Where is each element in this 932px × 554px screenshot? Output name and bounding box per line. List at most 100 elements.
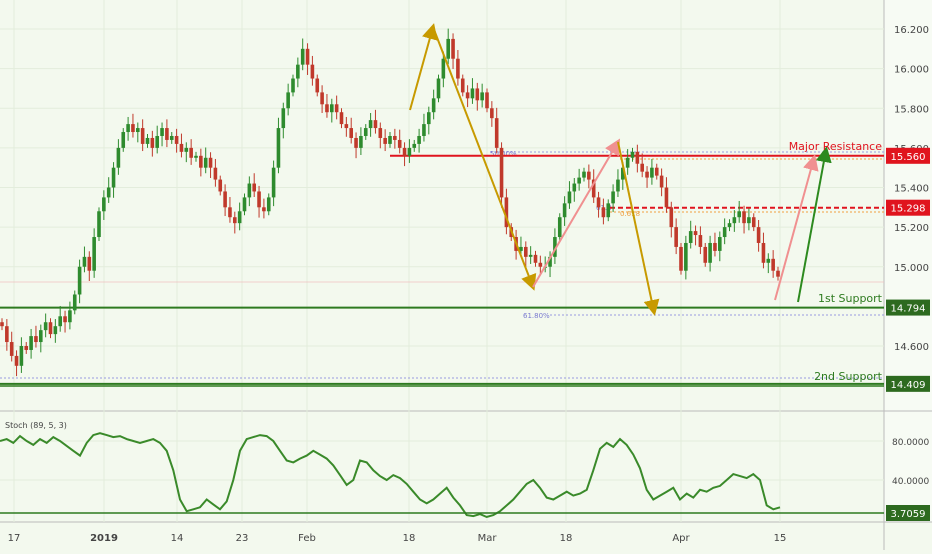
candle-body	[572, 183, 577, 192]
candle-body	[436, 78, 441, 99]
candle-body	[650, 167, 654, 178]
candle-body	[199, 155, 203, 168]
candle-body	[718, 237, 722, 251]
candle-body	[480, 92, 484, 101]
candle-body	[378, 128, 383, 138]
price-tick-label: 15.400	[894, 184, 929, 195]
stoch-axis-label: 3.7059	[891, 509, 926, 520]
candle-body	[402, 147, 407, 156]
candle-body	[310, 64, 315, 79]
candle-body	[116, 147, 121, 168]
level-name: Major Resistance	[789, 140, 883, 153]
candle-body	[218, 179, 223, 192]
candle-body	[737, 211, 741, 218]
candle-body	[732, 217, 737, 224]
trend-arrow	[532, 138, 621, 288]
price-tick-label: 15.800	[894, 104, 929, 115]
candle-body	[223, 191, 227, 208]
level-axis-badge	[886, 299, 930, 316]
candle-body	[305, 48, 310, 65]
candle-body	[388, 135, 392, 144]
candle-body	[359, 135, 363, 148]
price-tick-label: 15.200	[894, 223, 929, 234]
trend-arrow	[432, 26, 537, 291]
price-tick-label: 16.200	[894, 25, 929, 36]
trend-arrow	[409, 23, 438, 111]
candle-body	[325, 104, 329, 113]
candle-body	[397, 139, 402, 148]
candle-body	[504, 197, 509, 228]
trend-arrow	[617, 141, 660, 316]
level-axis-badge	[886, 199, 930, 216]
candle-body	[373, 120, 378, 129]
candle-body	[0, 322, 4, 327]
candle-body	[422, 124, 426, 136]
candle-body	[72, 294, 77, 311]
candle-body	[349, 128, 353, 138]
candle-body	[344, 124, 349, 129]
candle-body	[776, 270, 780, 277]
candle-body	[237, 211, 242, 224]
level-axis-badge	[886, 375, 930, 392]
candle-body	[53, 326, 58, 335]
trend-arrow	[774, 154, 819, 301]
candle-body	[456, 58, 460, 79]
candle-body	[766, 258, 771, 263]
stoch	[0, 432, 884, 519]
candle-body	[548, 256, 552, 267]
candle-body	[92, 237, 96, 271]
candle-body	[596, 197, 601, 208]
candle-body	[383, 137, 387, 144]
candle-body	[621, 167, 625, 180]
candle-body	[475, 88, 480, 101]
candle-body	[63, 316, 67, 323]
candle-body	[39, 330, 43, 343]
candle-body	[291, 78, 295, 93]
candle-body	[339, 112, 344, 125]
candle-body	[451, 38, 455, 59]
stoch-title: Stoch (89, 5, 3)	[5, 421, 67, 430]
candle-body	[751, 217, 756, 228]
level-axis-label: 15.298	[891, 204, 926, 215]
trend-arrow	[797, 146, 832, 303]
candle-body	[519, 246, 523, 251]
candle-body	[5, 326, 9, 343]
candle-body	[111, 167, 116, 188]
candle-body	[82, 256, 87, 267]
candle-body	[761, 242, 766, 263]
candle-body	[645, 171, 649, 178]
candle-body	[664, 187, 669, 208]
candle-body	[722, 227, 727, 238]
candle-body	[446, 38, 450, 59]
stoch-tick-label: 40.0000	[892, 477, 929, 487]
candle-body	[494, 118, 499, 148]
candle-body	[281, 108, 286, 129]
candle-body	[441, 58, 446, 79]
candle-body	[252, 183, 256, 192]
candle-body	[630, 151, 635, 158]
level-axis-label: 14.409	[891, 380, 926, 391]
candle-body	[742, 211, 746, 224]
candle-body	[499, 147, 504, 198]
candle-body	[669, 207, 674, 228]
candle-body	[58, 316, 62, 327]
candle-body	[756, 227, 761, 243]
candle-body	[126, 124, 130, 133]
candle-body	[703, 246, 708, 263]
candle-body	[582, 171, 586, 178]
candle-body	[407, 147, 412, 156]
time-tick-label: 18	[560, 533, 573, 544]
candle-body	[257, 191, 261, 208]
candle-body	[19, 346, 24, 366]
candle-body	[684, 242, 688, 271]
candle-body	[674, 227, 678, 247]
candle-body	[14, 355, 19, 366]
candle-body	[713, 242, 717, 251]
labels: Major Resistance 15.560 15.298 1st Support 1…	[789, 140, 930, 521]
candle-body	[266, 197, 271, 212]
candle-body	[354, 137, 358, 148]
candle-body	[635, 151, 640, 164]
candle-body	[315, 78, 320, 93]
candle-body	[524, 246, 528, 257]
